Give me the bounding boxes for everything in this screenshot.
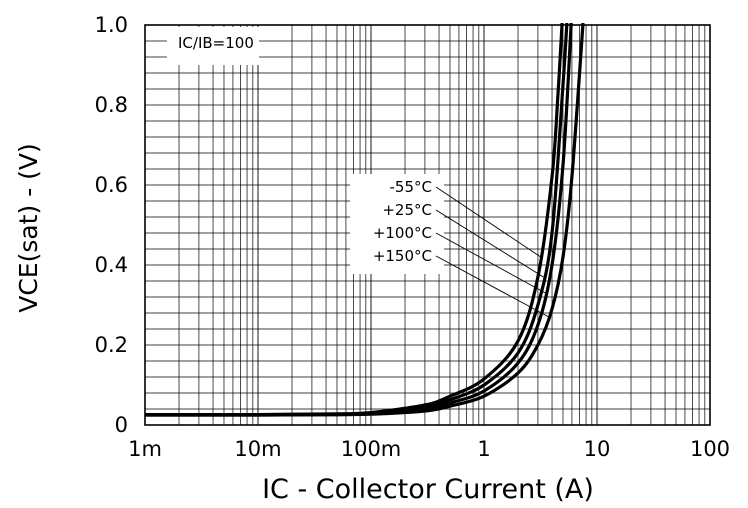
tick-labels: 1m 10m 100m 1 10 100 0 0.2 0.4 0.6 0.8 1.0 xyxy=(95,13,730,461)
y-tick-label: 0.2 xyxy=(95,333,128,357)
y-tick-label: 0 xyxy=(115,413,128,437)
y-tick-label: 1.0 xyxy=(95,13,128,37)
x-tick-label: 1m xyxy=(128,437,162,461)
annotation-box xyxy=(167,27,259,65)
x-tick-label: 10 xyxy=(584,437,611,461)
legend-box xyxy=(350,174,444,274)
legend-leader-line xyxy=(435,255,550,318)
y-tick-label: 0.4 xyxy=(95,253,128,277)
legend-leader-line xyxy=(435,209,544,278)
series-line-3 xyxy=(145,23,585,417)
legend-leader-line xyxy=(435,232,546,294)
legend-label: -55°C xyxy=(390,178,432,196)
grid xyxy=(144,25,710,425)
x-tick-label: 100 xyxy=(690,437,730,461)
legend-label: +100°C xyxy=(373,224,432,242)
plot-border xyxy=(144,24,711,426)
x-tick-label: 1 xyxy=(477,437,490,461)
legend: -55°C +25°C +100°C +150°C xyxy=(350,174,550,318)
x-tick-label: 10m xyxy=(234,437,281,461)
legend-label: +150°C xyxy=(373,247,432,265)
legend-leader-line xyxy=(435,186,541,258)
y-tick-label: 0.8 xyxy=(95,93,128,117)
legend-label: +25°C xyxy=(382,201,432,219)
y-tick-label: 0.6 xyxy=(95,173,128,197)
series-layer xyxy=(145,23,585,417)
plot-frame xyxy=(144,24,711,426)
annotation-text: IC/IB=100 xyxy=(178,34,254,52)
x-tick-label: 100m xyxy=(341,437,402,461)
y-axis-label: VCE(sat) - (V) xyxy=(14,143,43,313)
x-axis-label: IC - Collector Current (A) xyxy=(262,474,594,505)
